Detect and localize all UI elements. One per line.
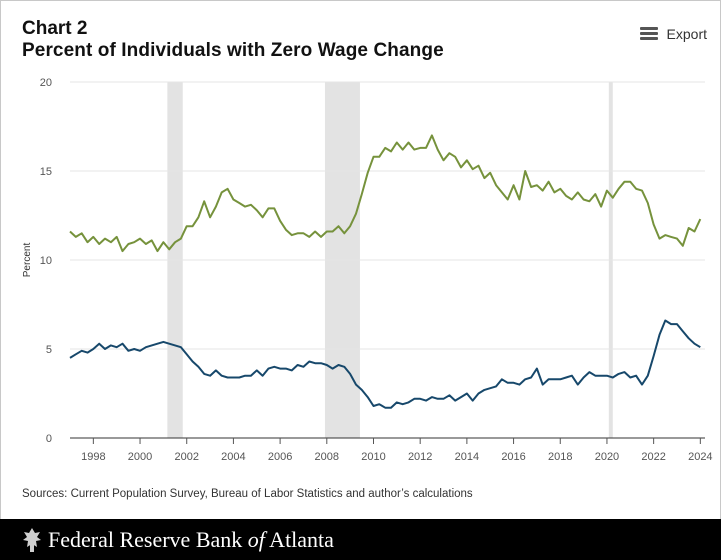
brand-name[interactable]: Federal Reserve Bank of Atlanta (48, 526, 334, 552)
upper-series-line (69, 134, 702, 253)
x-tick-label: 2002 (174, 451, 198, 463)
line-chart: 0 5 10 15 20 1998 2000 2002 2004 2006 2008 2010 201… (22, 77, 713, 463)
grid-lines (70, 81, 705, 439)
x-tick-label: 2018 (548, 451, 572, 463)
lower-series-line (69, 319, 701, 409)
y-tick-label: 10 (40, 255, 52, 267)
y-tick-label: 0 (46, 433, 52, 445)
x-tick-label: 2012 (408, 451, 432, 463)
x-tick-label: 2014 (455, 451, 479, 463)
series-lines (69, 134, 702, 409)
x-tick-label: 2006 (268, 451, 292, 463)
y-tick-label: 5 (46, 344, 52, 356)
source-note: Sources: Current Population Survey, Bure… (22, 488, 473, 500)
x-tick-label: 2020 (595, 451, 619, 463)
eagle-logo-icon (23, 527, 41, 552)
x-axis: 1998 2000 2002 2004 2006 2008 2010 2012 2014 2016… (81, 438, 713, 463)
x-tick-label: 2024 (688, 451, 712, 463)
x-tick-label: 2004 (221, 451, 245, 463)
chart-number: Chart 2 (22, 18, 88, 39)
y-axis: 0 5 10 15 20 (40, 77, 52, 445)
y-tick-label: 20 (40, 77, 52, 89)
x-tick-label: 2016 (501, 451, 525, 463)
footer-bar: Federal Reserve Bank of Atlanta (0, 519, 721, 560)
y-tick-label: 15 (40, 166, 52, 178)
y-axis-label: Percent (22, 243, 33, 278)
chart-title: Percent of Individuals with Zero Wage Ch… (22, 40, 444, 61)
x-tick-label: 2000 (128, 451, 152, 463)
x-tick-label: 2010 (361, 451, 385, 463)
export-label: Export (666, 26, 707, 42)
menu-icon (639, 27, 658, 41)
chart-heading: Chart 2 Percent of Individuals with Zero… (22, 18, 444, 62)
x-tick-label: 2008 (315, 451, 339, 463)
x-tick-label: 2022 (641, 451, 665, 463)
x-tick-label: 1998 (81, 451, 105, 463)
export-button[interactable]: Export (639, 26, 707, 42)
